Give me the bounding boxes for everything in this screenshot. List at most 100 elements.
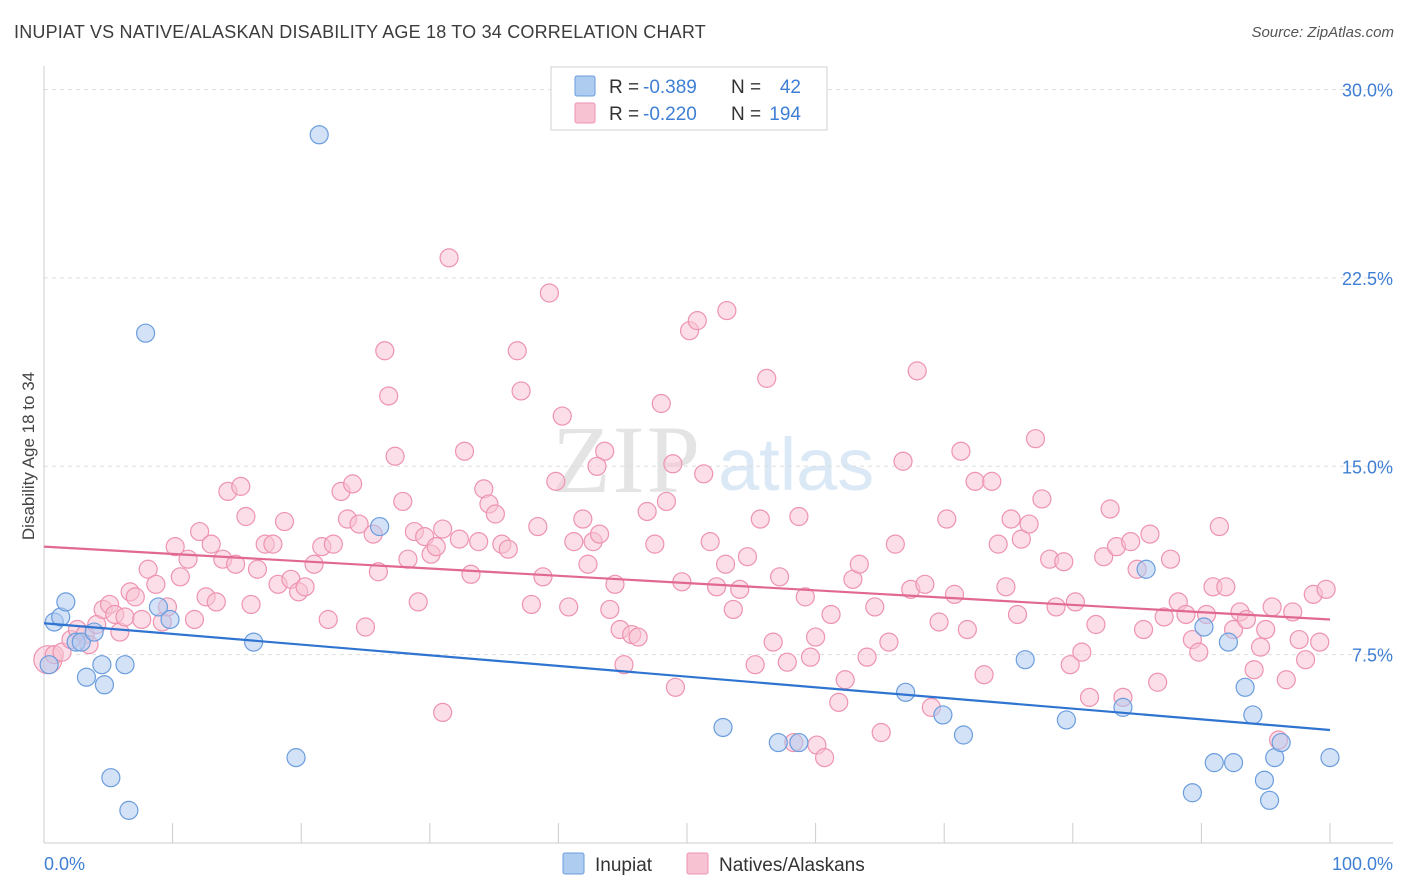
natives-point bbox=[539, 283, 559, 303]
natives-point bbox=[1236, 609, 1257, 630]
inupiat-point bbox=[56, 592, 76, 612]
legend-r-label: R = bbox=[609, 104, 639, 125]
natives-point bbox=[433, 519, 453, 539]
inupiat-point bbox=[135, 323, 156, 343]
inupiat-point bbox=[101, 768, 121, 788]
natives-point bbox=[190, 521, 210, 542]
natives-point bbox=[178, 549, 198, 569]
natives-point bbox=[1019, 514, 1039, 534]
natives-point bbox=[893, 451, 913, 471]
natives-point bbox=[318, 609, 338, 630]
natives-point bbox=[375, 341, 395, 361]
natives-point bbox=[349, 514, 369, 534]
natives-point bbox=[717, 300, 737, 321]
natives-point bbox=[1316, 579, 1336, 599]
natives-point bbox=[461, 564, 481, 584]
inupiat-point bbox=[1182, 783, 1202, 803]
natives-point bbox=[1054, 552, 1074, 572]
natives-point bbox=[469, 532, 489, 552]
natives-point bbox=[132, 609, 152, 630]
natives-point bbox=[665, 677, 686, 697]
inupiat-point bbox=[1259, 790, 1280, 810]
bottom-legend-label-inupiat: Inupiat bbox=[595, 855, 653, 876]
natives-point bbox=[454, 441, 475, 461]
natives-point bbox=[184, 609, 205, 630]
natives-point bbox=[1133, 619, 1154, 640]
natives-point bbox=[885, 534, 905, 554]
natives-point bbox=[528, 516, 548, 537]
natives-point bbox=[982, 471, 1002, 491]
natives-point bbox=[1086, 614, 1106, 635]
natives-point bbox=[165, 537, 185, 557]
natives-point bbox=[385, 446, 405, 466]
trend-lines bbox=[43, 545, 1331, 732]
natives-point bbox=[485, 504, 505, 524]
inupiat-point bbox=[768, 732, 788, 753]
natives-point bbox=[379, 386, 399, 406]
natives-point bbox=[929, 612, 949, 632]
natives-point bbox=[226, 554, 246, 574]
natives-point bbox=[1244, 660, 1264, 680]
natives-point bbox=[498, 539, 518, 559]
natives-point bbox=[951, 441, 971, 461]
natives-point bbox=[907, 361, 927, 381]
natives-point bbox=[323, 534, 343, 554]
y-tick-label: 22.5% bbox=[1342, 269, 1393, 289]
natives-point bbox=[715, 554, 736, 574]
natives-point bbox=[343, 474, 363, 494]
y-tick-label: 7.5% bbox=[1352, 646, 1393, 666]
natives-point bbox=[263, 534, 283, 554]
y-axis-label: Disability Age 18 to 34 bbox=[19, 372, 38, 540]
inupiat-point bbox=[1235, 677, 1255, 697]
y-tick-label: 30.0% bbox=[1342, 81, 1393, 101]
legend-swatch-inupiat bbox=[574, 75, 596, 97]
inupiat-point bbox=[713, 717, 733, 738]
natives-point bbox=[988, 534, 1008, 554]
natives-point bbox=[795, 587, 815, 607]
natives-point bbox=[600, 599, 620, 620]
natives-point bbox=[628, 627, 648, 647]
natives-point bbox=[805, 627, 826, 647]
legend-swatch-natives bbox=[574, 102, 596, 124]
natives-point bbox=[559, 597, 579, 617]
natives-point bbox=[706, 577, 727, 597]
natives-point bbox=[915, 574, 935, 594]
natives-point bbox=[1176, 604, 1196, 625]
y-tick-label: 15.0% bbox=[1342, 457, 1393, 477]
natives-point bbox=[957, 619, 977, 640]
natives-point bbox=[645, 534, 665, 554]
correlation-legend: R = -0.389 N = 42 R = -0.220 N = 194 bbox=[550, 66, 828, 131]
natives-point bbox=[1032, 489, 1052, 509]
natives-point bbox=[368, 562, 388, 582]
inupiat-point bbox=[1204, 753, 1224, 773]
inupiat-point bbox=[896, 682, 916, 702]
natives-point bbox=[589, 524, 610, 544]
inupiat-point bbox=[76, 667, 97, 687]
natives-point bbox=[1007, 604, 1028, 625]
inupiat-point bbox=[370, 516, 390, 537]
series-inupiat bbox=[39, 125, 1340, 820]
legend-r-label: R = bbox=[609, 77, 639, 98]
natives-point bbox=[170, 567, 190, 587]
natives-point bbox=[304, 554, 324, 574]
inupiat-point bbox=[789, 732, 809, 753]
natives-point bbox=[595, 441, 615, 461]
natives-point bbox=[587, 456, 607, 476]
natives-point bbox=[663, 454, 683, 474]
inupiat-point bbox=[39, 655, 59, 675]
natives-point bbox=[1140, 524, 1160, 544]
inupiat-point bbox=[1015, 650, 1035, 670]
legend-n-value: 194 bbox=[769, 104, 801, 125]
natives-point bbox=[1001, 509, 1021, 529]
inupiat-point bbox=[286, 748, 306, 768]
natives-point bbox=[750, 509, 770, 529]
inupiat-point bbox=[148, 597, 169, 617]
natives-point bbox=[1148, 672, 1168, 692]
inupiat-point bbox=[160, 609, 180, 630]
natives-point bbox=[815, 748, 835, 768]
natives-point bbox=[1189, 642, 1209, 662]
natives-point bbox=[439, 248, 459, 268]
natives-point bbox=[614, 655, 634, 675]
legend-r-value: -0.220 bbox=[643, 104, 697, 125]
natives-point bbox=[871, 722, 891, 743]
